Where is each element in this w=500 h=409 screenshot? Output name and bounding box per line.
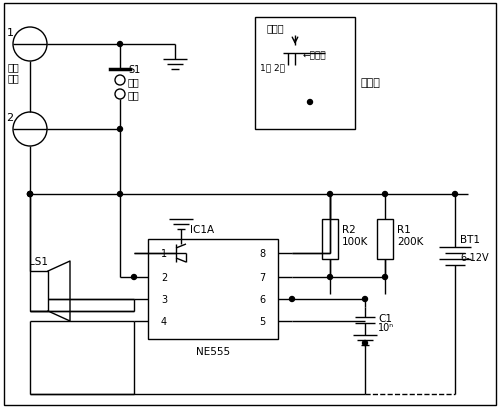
Circle shape <box>118 43 122 47</box>
Bar <box>30 271 48 311</box>
Text: 7: 7 <box>259 272 265 282</box>
Text: IC1A: IC1A <box>190 225 214 234</box>
Text: ←动触片: ←动触片 <box>303 52 326 61</box>
Text: R2: R2 <box>342 225 356 234</box>
Circle shape <box>452 192 458 197</box>
Circle shape <box>118 192 122 197</box>
Circle shape <box>28 192 32 197</box>
Text: 静触片: 静触片 <box>267 23 284 33</box>
Bar <box>377 220 393 259</box>
Text: C1: C1 <box>378 313 392 323</box>
Text: 5: 5 <box>259 316 265 326</box>
Text: 2: 2 <box>6 113 14 123</box>
Text: 8: 8 <box>259 248 265 258</box>
Text: BT1: BT1 <box>460 234 480 245</box>
Circle shape <box>382 275 388 280</box>
Text: 3: 3 <box>161 294 167 304</box>
Text: S1: S1 <box>128 65 140 75</box>
Circle shape <box>328 192 332 197</box>
Circle shape <box>132 275 136 280</box>
Text: R1: R1 <box>397 225 411 234</box>
Text: 控制: 控制 <box>128 77 140 87</box>
Text: 200K: 200K <box>397 236 423 246</box>
Text: 振动: 振动 <box>7 62 19 72</box>
Bar <box>322 220 338 259</box>
Text: 1: 1 <box>6 28 14 38</box>
Circle shape <box>308 100 312 105</box>
Text: 100K: 100K <box>342 236 368 246</box>
Text: 开关: 开关 <box>128 90 140 100</box>
Circle shape <box>382 192 388 197</box>
Circle shape <box>328 275 332 280</box>
Text: 6-12V: 6-12V <box>460 252 488 262</box>
Text: 1点 2点: 1点 2点 <box>260 63 285 72</box>
Text: NE555: NE555 <box>196 346 230 356</box>
Text: 2: 2 <box>161 272 167 282</box>
Circle shape <box>290 297 294 302</box>
Circle shape <box>28 192 32 197</box>
Bar <box>148 239 278 339</box>
Text: 1: 1 <box>161 248 167 258</box>
Text: 4: 4 <box>161 316 167 326</box>
Circle shape <box>28 192 32 197</box>
Circle shape <box>118 127 122 132</box>
Text: 10ⁿ: 10ⁿ <box>378 322 394 332</box>
Circle shape <box>362 297 368 302</box>
Text: LS1: LS1 <box>28 256 48 266</box>
Circle shape <box>362 341 368 346</box>
Text: 示意图: 示意图 <box>360 78 380 88</box>
Text: 触点: 触点 <box>7 73 19 83</box>
Text: 6: 6 <box>259 294 265 304</box>
Bar <box>255 18 355 130</box>
